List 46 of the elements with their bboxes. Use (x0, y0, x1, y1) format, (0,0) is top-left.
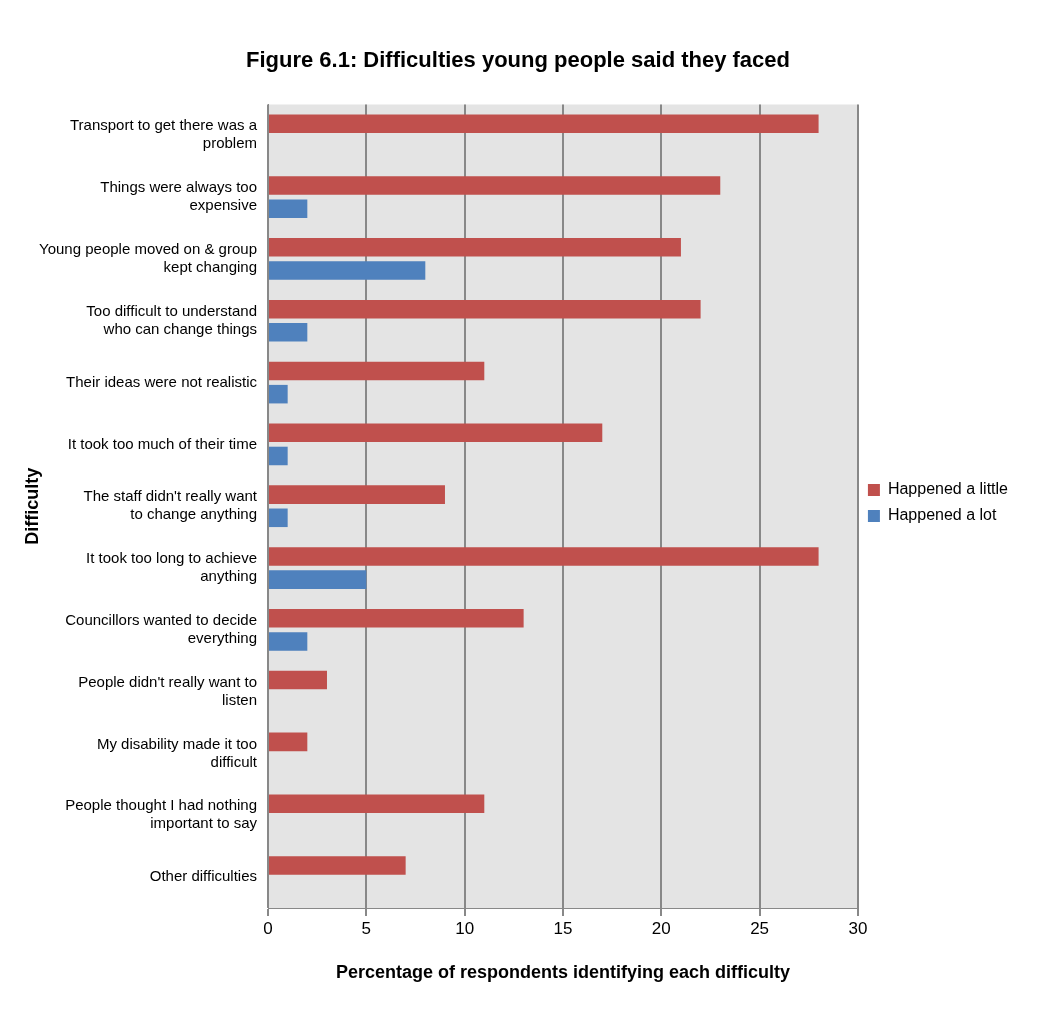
bar (269, 608, 524, 628)
bar (269, 547, 819, 566)
y-axis-title: Difficulty (21, 467, 42, 545)
bar (269, 732, 308, 752)
x-tick-label: 30 (848, 918, 868, 938)
y-tick-label: Too difficult to understand who can change things (86, 301, 257, 337)
y-tick-label: The staff didn't really want to change anything (83, 487, 258, 523)
x-tick-label: 0 (263, 918, 273, 938)
bar (269, 199, 308, 218)
bar (269, 114, 819, 133)
y-tick-label: It took too long to achieve anything (86, 549, 257, 585)
bar (269, 485, 445, 504)
bar (269, 384, 288, 404)
y-tick-label: Other difficulties (149, 867, 257, 885)
x-tick-label: 25 (750, 918, 770, 938)
bar (269, 299, 701, 319)
x-axis-title: Percentage of respondents identifying each difficulty (335, 962, 790, 983)
y-tick-label: Young people moved on & group kept changing (39, 240, 257, 276)
y-tick-label: Councillors wanted to decide everything (65, 610, 257, 646)
x-tick-label: 20 (651, 918, 671, 938)
x-tick-label: 5 (361, 918, 372, 938)
legend-label: Happened a lot (887, 506, 997, 524)
x-tick-label: 15 (553, 918, 573, 938)
bar (269, 670, 327, 690)
y-tick-label: People thought I had nothing important to say (65, 796, 258, 832)
bar (269, 508, 288, 528)
bar (269, 446, 288, 466)
y-tick-label: Transport to get there was a problem (69, 116, 258, 152)
chart-title: Figure 6.1: Difficulties young people said they faced (246, 47, 790, 73)
bar (269, 632, 308, 651)
bar (269, 323, 308, 342)
bar (269, 856, 406, 875)
y-tick-label: My disability made it too difficult (96, 734, 258, 770)
bar (269, 238, 681, 257)
x-tick-label: 10 (455, 918, 475, 938)
y-tick-label: Their ideas were not realistic (66, 372, 258, 390)
bar (269, 570, 367, 589)
bar (269, 261, 426, 280)
y-tick-label: Things were always too expensive (100, 178, 257, 214)
y-tick-label: It took too much of their time (67, 434, 257, 452)
bar (269, 176, 721, 195)
bar (269, 423, 603, 443)
bar (269, 361, 485, 381)
legend-label: Happened a little (887, 480, 1009, 498)
bar (269, 794, 485, 813)
y-tick-label: People didn't really want to listen (78, 672, 257, 708)
